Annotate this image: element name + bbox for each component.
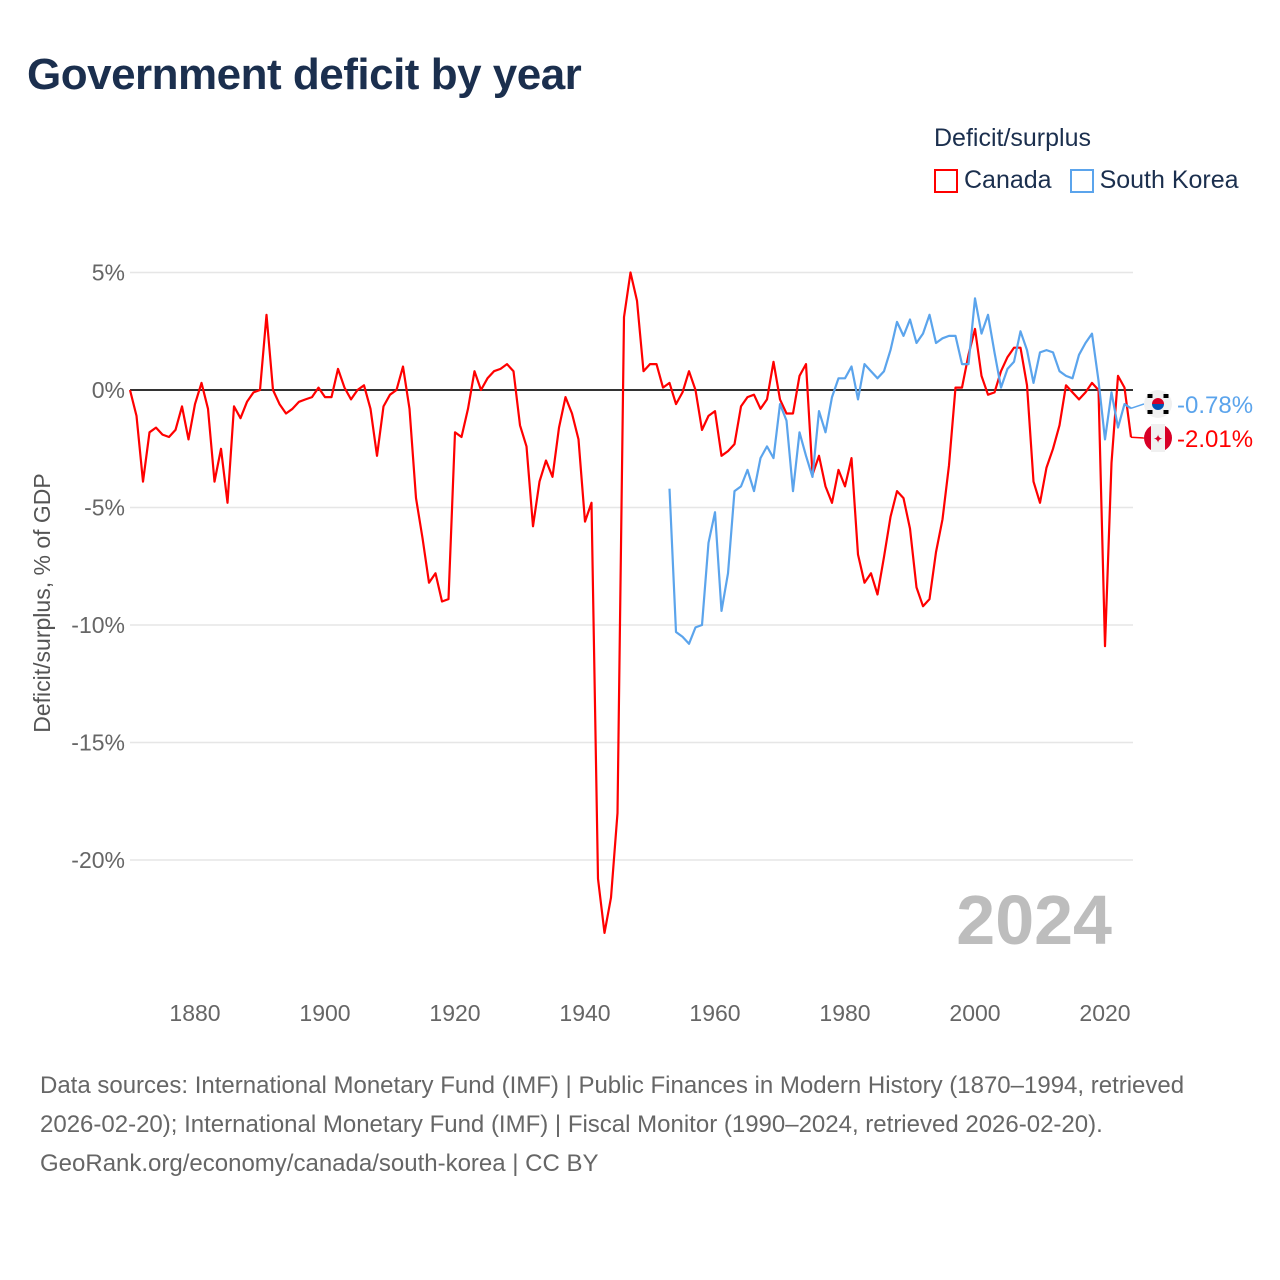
- y-tick-label: 0%: [92, 377, 125, 403]
- end-connector: [1130, 436, 1145, 439]
- y-tick-label: -15%: [71, 730, 125, 756]
- x-tick-label: 1980: [819, 1000, 870, 1026]
- y-tick-label: -10%: [71, 612, 125, 638]
- end-value-label-canada: -2.01%: [1177, 426, 1253, 453]
- legend: Canada South Korea: [934, 166, 1239, 195]
- series-line-south-korea: [668, 297, 1132, 645]
- series-line-canada: [128, 271, 1133, 935]
- trigram: [1163, 410, 1169, 414]
- x-tick-label: 1940: [559, 1000, 610, 1026]
- y-tick-label: -20%: [71, 847, 125, 873]
- x-tick-label: 1920: [429, 1000, 480, 1026]
- legend-label-canada: Canada: [964, 166, 1052, 194]
- y-tick-label: 5%: [92, 260, 125, 286]
- legend-title: Deficit/surplus: [934, 124, 1091, 152]
- data-sources: Data sources: International Monetary Fun…: [40, 1072, 1185, 1138]
- end-connector: [1130, 403, 1145, 410]
- trigram: [1163, 394, 1169, 398]
- y-axis-label: Deficit/surplus, % of GDP: [29, 473, 55, 732]
- end-value-label-south-korea: -0.78%: [1177, 392, 1253, 419]
- trigram: [1147, 394, 1153, 398]
- chart-title: Government deficit by year: [27, 50, 582, 99]
- x-tick-label: 1880: [169, 1000, 220, 1026]
- legend-label-south-korea: South Korea: [1099, 166, 1239, 194]
- legend-swatch-canada: [934, 168, 958, 193]
- x-tick-label: 2020: [1079, 1000, 1130, 1026]
- taegeuk-top: [1152, 398, 1164, 404]
- x-tick-label: 1960: [689, 1000, 740, 1026]
- current-year-label: 2024: [956, 881, 1112, 959]
- footer: Data sources: International Monetary Fun…: [40, 1066, 1240, 1183]
- canada-flag-icon: ✦: [1144, 424, 1172, 452]
- source-link[interactable]: GeoRank.org/economy/canada/south-korea |…: [40, 1150, 599, 1177]
- legend-item-south-korea[interactable]: South Korea: [1069, 166, 1239, 195]
- legend-swatch-south-korea: [1069, 168, 1094, 193]
- maple-leaf-icon: ✦: [1153, 432, 1163, 446]
- taegeuk-bottom: [1152, 404, 1164, 410]
- trigram: [1147, 410, 1153, 414]
- line-chart: 5% 0% -5% -10% -15% -20% 1880 1900 1920 1940 1960 1…: [29, 260, 1253, 1027]
- y-tick-label: -5%: [84, 495, 125, 521]
- x-tick-label: 1900: [299, 1000, 350, 1026]
- legend-item-canada[interactable]: Canada: [934, 166, 1052, 195]
- south-korea-flag-icon: [1144, 390, 1172, 418]
- flag-band: [1151, 424, 1165, 452]
- x-tick-label: 2000: [949, 1000, 1000, 1026]
